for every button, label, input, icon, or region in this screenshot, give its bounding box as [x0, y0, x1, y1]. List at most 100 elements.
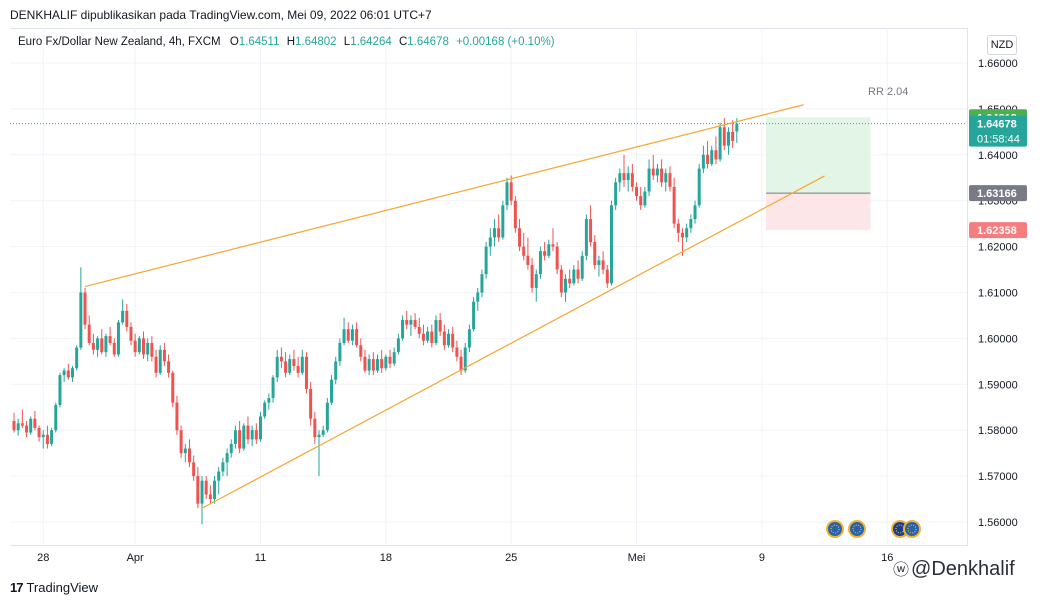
candle-body — [501, 205, 505, 238]
candle-body — [175, 402, 179, 431]
economic-event-icon[interactable] — [903, 520, 921, 538]
candle-body — [37, 427, 41, 438]
candle — [171, 370, 175, 408]
candle-body — [275, 356, 279, 378]
candle-body — [288, 359, 292, 373]
candle-body — [467, 329, 471, 348]
candle-body — [279, 356, 283, 362]
y-tick-label: 1.59000 — [978, 379, 1018, 391]
currency-badge[interactable]: NZD — [987, 35, 1017, 55]
candle — [572, 264, 576, 286]
candle-body — [497, 228, 501, 238]
candle — [697, 163, 701, 208]
candle — [509, 175, 513, 206]
candle — [25, 421, 29, 438]
candle — [217, 466, 221, 495]
candle — [150, 336, 154, 362]
candle-body — [192, 462, 196, 477]
candle-body — [142, 338, 146, 355]
candle-body — [697, 168, 701, 206]
candle — [192, 455, 196, 481]
y-tick-label: 1.66000 — [978, 58, 1018, 70]
candle-body — [434, 320, 438, 343]
target-zone — [766, 117, 871, 194]
candle-body — [455, 347, 459, 357]
candle-body — [513, 200, 517, 229]
candle-body — [538, 251, 542, 275]
candle — [555, 242, 559, 275]
candle — [580, 251, 584, 282]
tradingview-brand[interactable]: 17 TradingView — [10, 580, 98, 595]
time-axis: 28 Apr 11 18 25 Mei 9 16 — [37, 552, 893, 564]
candle-body — [672, 186, 676, 224]
candle — [442, 324, 446, 350]
last-price-tag-text: 1.64678 — [977, 119, 1017, 131]
candle-body — [363, 356, 367, 371]
candle-body — [438, 320, 442, 332]
candle — [597, 255, 601, 277]
economic-event-icon[interactable] — [826, 520, 844, 538]
candle-body — [651, 168, 655, 176]
candle-body — [522, 246, 526, 256]
candle — [409, 315, 413, 337]
high-label: H — [286, 36, 295, 48]
event-icons — [826, 520, 921, 538]
candle-body — [233, 430, 237, 444]
candle-body — [601, 260, 605, 270]
candle — [342, 317, 346, 346]
candle — [62, 368, 66, 383]
candle — [29, 416, 33, 435]
candle-body — [125, 310, 129, 327]
candle — [492, 219, 496, 247]
candle — [359, 338, 363, 362]
economic-event-icon[interactable] — [848, 520, 866, 538]
candle-body — [405, 320, 409, 325]
eu-stars-icon — [852, 524, 862, 534]
candle — [371, 352, 375, 376]
candle-body — [254, 430, 258, 440]
candle — [121, 299, 125, 325]
candle-body — [534, 274, 538, 288]
candle-body — [622, 173, 626, 181]
candle — [20, 409, 24, 428]
candle — [564, 274, 568, 302]
candle — [87, 315, 91, 346]
event-flag-icon — [828, 522, 842, 536]
candle-body — [62, 370, 66, 376]
candle — [635, 182, 639, 201]
candle — [363, 349, 367, 373]
candle-body — [701, 154, 705, 169]
candle-body — [108, 336, 112, 343]
candle — [54, 402, 58, 433]
y-tick-label: 1.64000 — [978, 150, 1018, 162]
candle — [484, 242, 488, 279]
candle-body — [300, 356, 304, 373]
candle-body — [75, 347, 79, 369]
candle — [392, 347, 396, 366]
candle — [116, 320, 120, 357]
candle-body — [714, 150, 718, 160]
entry-price-tag-text: 1.63166 — [977, 188, 1017, 200]
eu-stars-icon — [907, 524, 917, 534]
candle-body — [551, 244, 555, 247]
candle-body — [647, 168, 651, 192]
candle-body — [413, 320, 417, 327]
candle — [568, 269, 572, 288]
candle — [296, 356, 300, 378]
risk-reward-label: RR 2.04 — [868, 86, 909, 98]
candle-body — [342, 329, 346, 343]
candle-body — [580, 255, 584, 279]
candle — [79, 267, 83, 350]
candle-body — [229, 443, 233, 454]
candle-body — [330, 379, 334, 403]
candle-body — [614, 182, 618, 206]
candle-body — [472, 301, 476, 330]
candle — [338, 338, 342, 366]
candle — [16, 418, 20, 436]
candle-body — [689, 219, 693, 229]
candle-body — [116, 322, 120, 355]
candle — [66, 363, 70, 380]
candle-body — [45, 434, 49, 444]
trendline-upper — [84, 104, 804, 288]
